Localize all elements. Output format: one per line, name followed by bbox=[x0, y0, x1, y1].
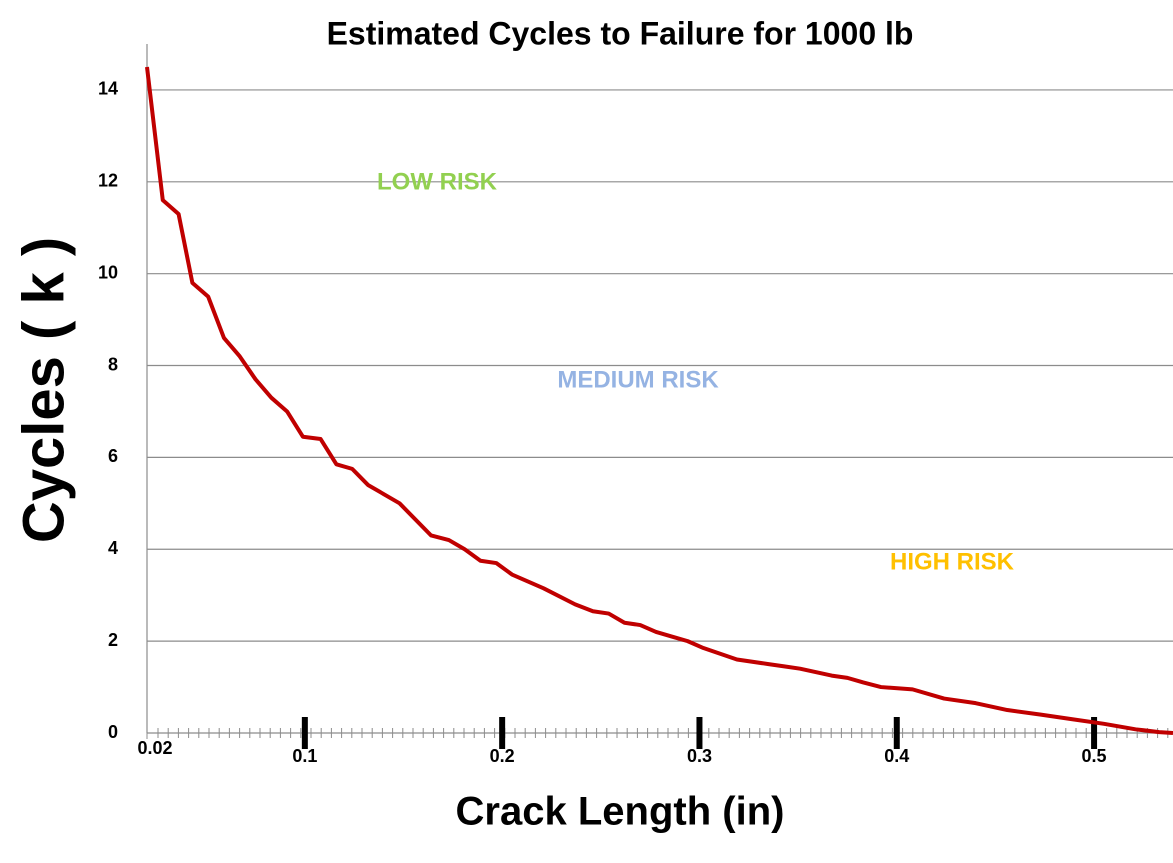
y-tick-label: 14 bbox=[98, 79, 118, 99]
data-line bbox=[145, 66, 1173, 735]
y-tick-label: 6 bbox=[108, 446, 118, 466]
x-tick-label: 0.3 bbox=[687, 746, 712, 766]
x-axis-title: Crack Length (in) bbox=[456, 790, 785, 834]
x-tick-label: 0.02 bbox=[137, 738, 172, 758]
x-tick-label: 0.2 bbox=[490, 746, 515, 766]
x-tick-label: 0.1 bbox=[292, 746, 317, 766]
y-tick-label: 12 bbox=[98, 171, 118, 191]
x-tick-label: 0.4 bbox=[884, 746, 909, 766]
y-tick-label: 10 bbox=[98, 262, 118, 282]
y-tick-label: 8 bbox=[108, 354, 118, 374]
x-tick-label: 0.5 bbox=[1082, 746, 1107, 766]
annotation: LOW RISK bbox=[377, 168, 498, 195]
annotation: MEDIUM RISK bbox=[557, 366, 719, 393]
y-tick-label: 0 bbox=[108, 722, 118, 742]
annotation: HIGH RISK bbox=[890, 548, 1015, 575]
chart-title: Estimated Cycles to Failure for 1000 lb bbox=[327, 15, 914, 51]
y-tick-label: 4 bbox=[108, 538, 118, 558]
y-axis-title: Cycles ( k ) bbox=[11, 237, 76, 543]
y-tick-label: 2 bbox=[108, 630, 118, 650]
